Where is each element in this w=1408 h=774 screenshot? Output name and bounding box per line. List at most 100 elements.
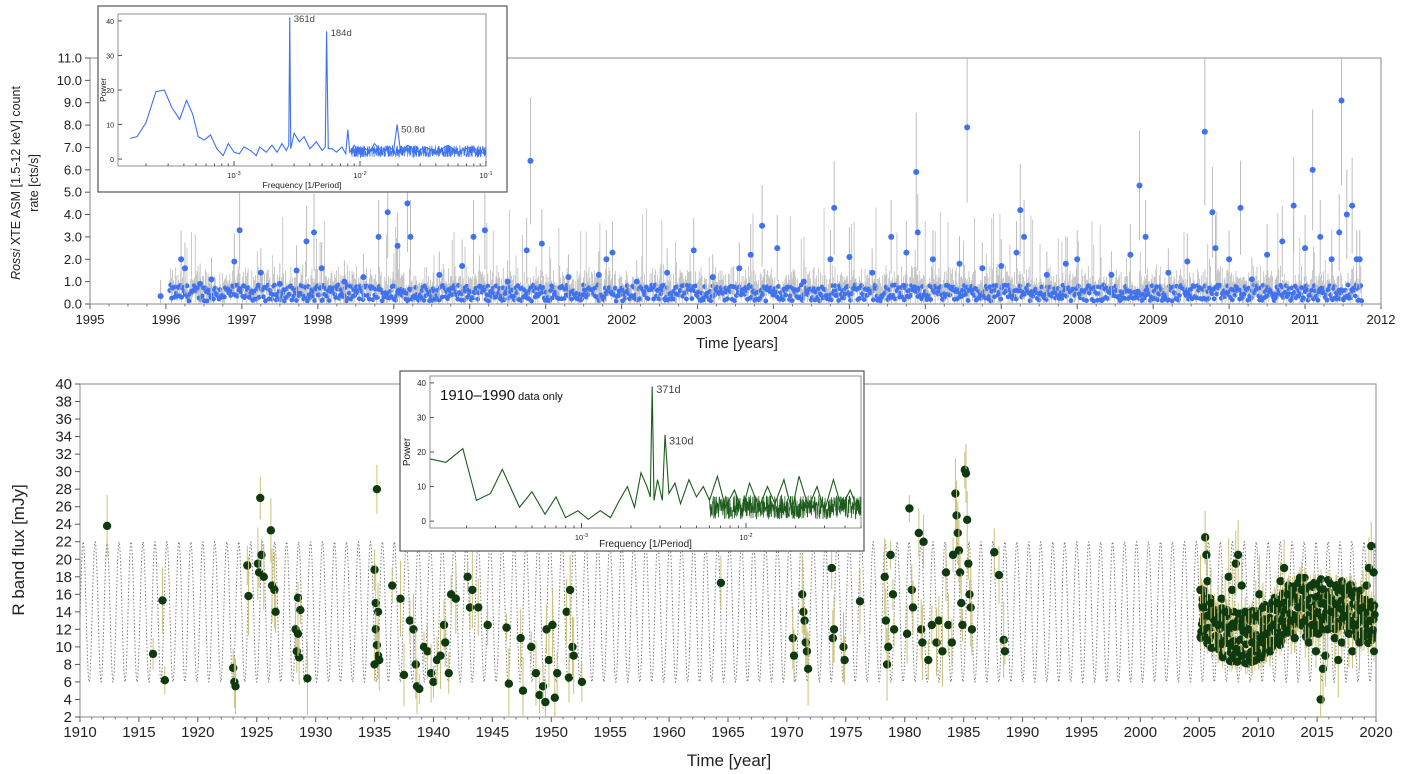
top-data-point xyxy=(1328,256,1335,263)
top-data-point xyxy=(748,284,754,290)
bottom-y-tick-label: 2 xyxy=(64,709,72,726)
top-data-point xyxy=(1068,298,1074,304)
bottom-data-point xyxy=(266,526,276,535)
top-data-point xyxy=(1157,291,1162,297)
top-data-point xyxy=(595,271,602,278)
bottom-data-point xyxy=(803,664,813,674)
top-data-point xyxy=(780,297,786,302)
top-data-point xyxy=(1303,283,1309,289)
top-data-point xyxy=(1191,284,1197,289)
bottom-x-tick-label: 2020 xyxy=(1359,724,1392,741)
bottom-data-point xyxy=(1311,647,1321,656)
bottom-data-point xyxy=(1255,590,1264,599)
bottom-data-point xyxy=(1236,646,1245,655)
bottom-y-tick-label: 18 xyxy=(55,569,72,586)
bottom-y-tick-label: 28 xyxy=(55,481,72,498)
top-data-point xyxy=(527,157,534,164)
bottom-data-point xyxy=(902,629,912,638)
top-data-point xyxy=(609,249,616,256)
bottom-y-tick-label: 10 xyxy=(55,639,72,656)
bottom-data-point xyxy=(244,591,253,601)
bottom-data-point xyxy=(372,484,382,494)
bottom-x-tick-label: 1910 xyxy=(63,724,96,741)
top-data-point xyxy=(356,296,362,302)
bottom-data-point xyxy=(502,623,511,632)
tick-base: 10 xyxy=(353,171,361,180)
bottom-data-point xyxy=(962,515,972,525)
top-data-point xyxy=(200,293,205,299)
top-data-point xyxy=(827,256,834,263)
bottom-data-point xyxy=(908,603,918,612)
bottom-data-point xyxy=(1323,625,1332,634)
bottom-data-point xyxy=(372,640,382,650)
top-x-tick-label: 2010 xyxy=(1215,312,1244,327)
top-x-tick-label: 2005 xyxy=(835,312,864,327)
bottom-data-point xyxy=(944,620,953,630)
bottom-data-point xyxy=(468,585,477,595)
top-data-point xyxy=(689,296,695,302)
bottom-data-point xyxy=(954,546,964,555)
top-data-point xyxy=(929,256,936,263)
top-data-point xyxy=(1289,285,1294,291)
top-data-point xyxy=(789,298,795,303)
bottom-data-point xyxy=(564,673,574,682)
top-data-point xyxy=(693,283,698,289)
bottom-data-point xyxy=(388,581,397,590)
top-data-point xyxy=(1317,233,1324,240)
top-x-tick-label: 2008 xyxy=(1063,312,1092,327)
bottom-data-point xyxy=(967,625,977,634)
bottom-y-tick-label: 4 xyxy=(64,691,72,708)
top-data-point xyxy=(379,298,385,304)
top-y-tick-label: 10.0 xyxy=(57,73,82,88)
top-data-point xyxy=(965,298,971,303)
top-data-point xyxy=(269,296,275,302)
top-data-point xyxy=(998,262,1005,269)
top-data-point xyxy=(459,262,466,269)
bottom-x-tick-label: 1940 xyxy=(417,724,450,741)
top-data-point xyxy=(736,265,743,272)
top-y-tick-label: 0.0 xyxy=(64,297,82,312)
top-data-point xyxy=(861,297,867,303)
bottom-x-tick-label: 1960 xyxy=(652,724,685,741)
bottom-data-point xyxy=(294,653,304,662)
top-data-point xyxy=(624,283,630,289)
bottom-data-point xyxy=(1319,585,1328,594)
bottom-y-tick-label: 12 xyxy=(55,621,72,638)
top-data-point xyxy=(992,294,997,300)
bottom-data-point xyxy=(1220,607,1230,617)
bottom-data-point xyxy=(789,651,799,660)
top-data-point xyxy=(947,292,953,298)
bottom-data-point xyxy=(465,603,475,612)
top-data-point xyxy=(286,291,292,297)
top-data-point xyxy=(404,290,410,296)
top-data-point xyxy=(645,296,651,302)
top-data-point xyxy=(1105,296,1110,301)
top-inset-y-axis-title: Power xyxy=(98,78,108,102)
bottom-data-point xyxy=(504,679,514,688)
bottom-y-tick-label: 32 xyxy=(55,446,72,463)
tick-exponent: -3 xyxy=(236,171,241,177)
tick-exponent: -2 xyxy=(362,171,367,177)
top-x-tick-label: 1997 xyxy=(227,312,256,327)
bottom-x-tick-label: 1950 xyxy=(535,724,568,741)
bottom-data-point xyxy=(542,625,551,634)
top-inset-peak-label: 361d xyxy=(294,14,315,25)
top-data-point xyxy=(1169,298,1175,304)
bottom-data-point xyxy=(914,528,924,538)
top-data-point xyxy=(157,293,164,300)
bottom-data-point xyxy=(958,620,967,630)
bottom-data-point xyxy=(548,620,557,630)
top-data-point xyxy=(346,290,352,296)
top-data-point xyxy=(1091,298,1097,304)
bottom-inset-y-tick-label: 20 xyxy=(417,448,426,457)
top-data-point xyxy=(1212,245,1219,252)
bottom-data-point xyxy=(544,655,554,665)
bottom-y-tick-label: 34 xyxy=(55,429,72,446)
top-data-point xyxy=(1315,297,1321,303)
bottom-data-point xyxy=(1367,541,1376,551)
top-data-point xyxy=(548,288,554,293)
top-data-point xyxy=(204,298,210,304)
bottom-data-point xyxy=(1321,651,1330,660)
top-data-point xyxy=(294,298,299,303)
